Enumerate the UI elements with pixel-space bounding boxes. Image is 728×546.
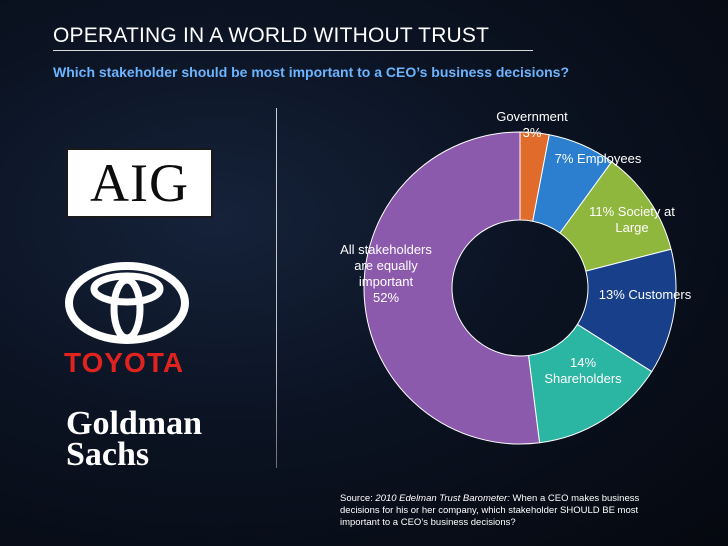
slice-label-society-at-large: 11% Society at Large [589, 204, 675, 235]
goldman-logo-line2: Sachs [66, 436, 150, 473]
slice-label-employees: 7% Employees [555, 151, 642, 166]
slide-subtitle: Which stakeholder should be most importa… [53, 64, 570, 80]
slide-title: OPERATING IN A WORLD WITHOUT TRUST [53, 24, 490, 47]
source-publication: 2010 Edelman Trust Barometer: [375, 493, 510, 504]
source-prefix: Source: [340, 493, 376, 504]
vertical-divider [276, 108, 277, 468]
slice-label-shareholders: 14% Shareholders [544, 355, 622, 386]
donut-slice-all-stakeholders-are-equally-important [363, 131, 541, 445]
toyota-emblem-icon [65, 262, 189, 344]
source-note: Source: 2010 Edelman Trust Barometer: Wh… [340, 493, 680, 529]
toyota-wordmark: TOYOTA [64, 347, 185, 378]
source-text: When a CEO makes business decisions for … [340, 493, 640, 528]
slice-label-government: Government 3% [496, 109, 568, 140]
aig-logo-text: AIG [90, 153, 189, 213]
slice-label-all-stakeholders-are-equally-important: All stakeholders are equally important 52% [340, 242, 432, 305]
aig-logo: AIG [66, 148, 213, 218]
goldman-sachs-logo: Goldman Sachs [66, 405, 203, 473]
title-underline [53, 50, 533, 51]
goldman-logo-line1: Goldman [66, 405, 203, 442]
slice-label-customers: 13% Customers [599, 287, 692, 302]
donut-slice-shareholders [527, 323, 653, 444]
